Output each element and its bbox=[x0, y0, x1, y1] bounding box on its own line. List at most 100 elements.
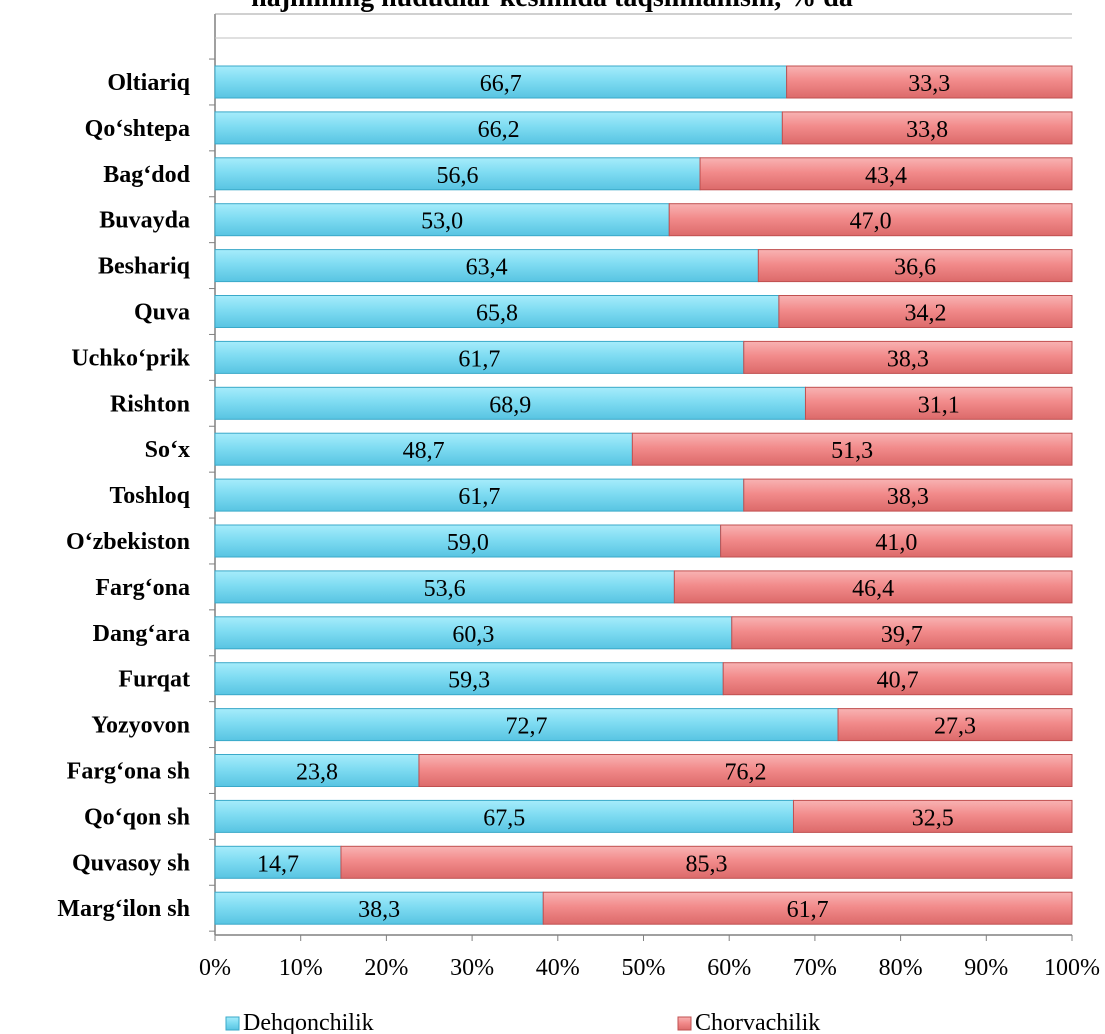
bar-segment-chorvachilik bbox=[757, 249, 1073, 283]
bar-segment-chorvachilik bbox=[418, 754, 1073, 787]
data-label: 65,8 bbox=[476, 301, 518, 327]
bar-segment-dehqonchilik bbox=[214, 570, 675, 604]
x-tick-label: 80% bbox=[879, 955, 923, 981]
data-label: 32,5 bbox=[912, 805, 954, 831]
bar-segment-chorvachilik bbox=[804, 386, 1073, 420]
plot-frame bbox=[209, 13, 1072, 935]
bar-segment-dehqonchilik bbox=[214, 249, 759, 283]
category-labels: Oltiariq Qo‘shtepa Bag‘dod Buvayda Beshariq Q… bbox=[57, 70, 190, 922]
bar-segment-chorvachilik bbox=[731, 616, 1073, 650]
category-label: Furqat bbox=[118, 667, 190, 693]
bar-segment-dehqonchilik bbox=[214, 845, 342, 879]
bar-segment-chorvachilik bbox=[786, 65, 1073, 99]
bar-segment-dehqonchilik bbox=[214, 432, 633, 466]
bar-segment-chorvachilik bbox=[340, 845, 1073, 879]
data-label: 59,0 bbox=[447, 530, 489, 556]
data-label: 47,0 bbox=[850, 209, 892, 235]
data-label: 66,7 bbox=[480, 71, 522, 97]
data-label: 27,3 bbox=[934, 714, 976, 740]
data-label: 59,3 bbox=[448, 668, 490, 694]
bar-segment-chorvachilik bbox=[542, 891, 1073, 925]
category-label: Bag‘dod bbox=[103, 162, 190, 188]
data-label: 40,7 bbox=[877, 668, 919, 694]
bar-segment-dehqonchilik bbox=[214, 295, 780, 328]
x-tick-label: 10% bbox=[279, 955, 323, 981]
category-label: Quvasoy sh bbox=[72, 850, 190, 876]
category-label: Farg‘ona sh bbox=[67, 759, 190, 785]
legend-swatch-chorvachilik bbox=[677, 1016, 692, 1031]
category-label: Marg‘ilon sh bbox=[57, 896, 190, 922]
legend-label-dehqonchilik: Dehqonchilik bbox=[243, 1010, 374, 1034]
data-label: 31,1 bbox=[918, 392, 960, 418]
data-label: 14,7 bbox=[257, 851, 299, 877]
data-label: 66,2 bbox=[478, 117, 520, 143]
data-label: 33,3 bbox=[908, 71, 950, 97]
category-label: Farg‘ona bbox=[95, 575, 190, 601]
data-label: 43,4 bbox=[865, 163, 907, 189]
data-label: 38,3 bbox=[887, 484, 929, 510]
category-label: Qo‘shtepa bbox=[85, 116, 190, 142]
x-tick-label: 90% bbox=[964, 955, 1008, 981]
data-label: 39,7 bbox=[881, 622, 923, 648]
data-label: 60,3 bbox=[452, 622, 494, 648]
bar-segment-chorvachilik bbox=[743, 478, 1073, 512]
data-label: 23,8 bbox=[296, 760, 338, 786]
bar-segment-dehqonchilik bbox=[214, 65, 788, 99]
data-label: 33,8 bbox=[906, 117, 948, 143]
data-label: 38,3 bbox=[358, 897, 400, 923]
data-label: 34,2 bbox=[904, 301, 946, 327]
data-label: 46,4 bbox=[852, 576, 894, 602]
data-label: 72,7 bbox=[506, 714, 548, 740]
data-label: 68,9 bbox=[489, 392, 531, 418]
bars: 66,7 33,3 66,2 33,8 56,6 43,4 53,0 47,0 63,4 36,6… bbox=[214, 65, 1073, 925]
bar-segment-chorvachilik bbox=[792, 799, 1073, 833]
legend: Dehqonchilik Chorvachilik bbox=[225, 1010, 820, 1034]
bar-segment-chorvachilik bbox=[631, 432, 1073, 466]
data-label: 61,7 bbox=[787, 897, 829, 923]
bar-segment-chorvachilik bbox=[778, 295, 1073, 328]
x-tick-label: 70% bbox=[793, 955, 837, 981]
category-label: Qo‘qon sh bbox=[84, 804, 190, 830]
x-axis-ticks: 0% 10% 20% 30% 40% 50% 60% 70% 80% 90% 100% bbox=[199, 934, 1100, 981]
category-label: O‘zbekiston bbox=[66, 529, 190, 555]
category-label: Buvayda bbox=[99, 208, 190, 234]
x-tick-label: 50% bbox=[622, 955, 666, 981]
bar-segment-dehqonchilik bbox=[214, 524, 722, 558]
bar-segment-chorvachilik bbox=[722, 662, 1073, 696]
bar-segment-dehqonchilik bbox=[214, 203, 670, 237]
data-label: 53,6 bbox=[424, 576, 466, 602]
data-label: 41,0 bbox=[875, 530, 917, 556]
data-label: 56,6 bbox=[437, 163, 479, 189]
data-label: 38,3 bbox=[887, 346, 929, 372]
bar-segment-dehqonchilik bbox=[214, 616, 733, 650]
category-label: Oltiariq bbox=[107, 70, 190, 96]
bar-segment-chorvachilik bbox=[720, 524, 1073, 558]
data-label: 48,7 bbox=[403, 438, 445, 464]
bar-segment-dehqonchilik bbox=[214, 891, 544, 925]
x-tick-label: 0% bbox=[199, 955, 231, 981]
data-label: 53,0 bbox=[421, 209, 463, 235]
bar-segment-chorvachilik bbox=[673, 570, 1073, 604]
bar-segment-chorvachilik bbox=[837, 708, 1073, 742]
data-label: 61,7 bbox=[458, 484, 500, 510]
legend-swatch-dehqonchilik bbox=[225, 1016, 240, 1031]
data-label: 51,3 bbox=[831, 438, 873, 464]
bar-segment-dehqonchilik bbox=[214, 111, 783, 145]
category-label: Quva bbox=[134, 300, 190, 326]
x-tick-label: 100% bbox=[1044, 955, 1100, 981]
x-tick-label: 60% bbox=[707, 955, 751, 981]
bar-segment-chorvachilik bbox=[781, 111, 1073, 145]
category-label: Beshariq bbox=[98, 254, 191, 280]
category-label: Rishton bbox=[110, 391, 190, 417]
bar-segment-dehqonchilik bbox=[214, 340, 745, 374]
bar-segment-dehqonchilik bbox=[214, 157, 701, 191]
data-label: 61,7 bbox=[458, 346, 500, 372]
bar-segment-dehqonchilik bbox=[214, 662, 724, 696]
bar-segment-chorvachilik bbox=[699, 157, 1073, 191]
category-label: Toshloq bbox=[109, 483, 190, 509]
category-label: Uchko‘prik bbox=[71, 345, 190, 371]
data-label: 85,3 bbox=[685, 851, 727, 877]
category-label: Dang‘ara bbox=[93, 621, 190, 647]
x-tick-label: 40% bbox=[536, 955, 580, 981]
